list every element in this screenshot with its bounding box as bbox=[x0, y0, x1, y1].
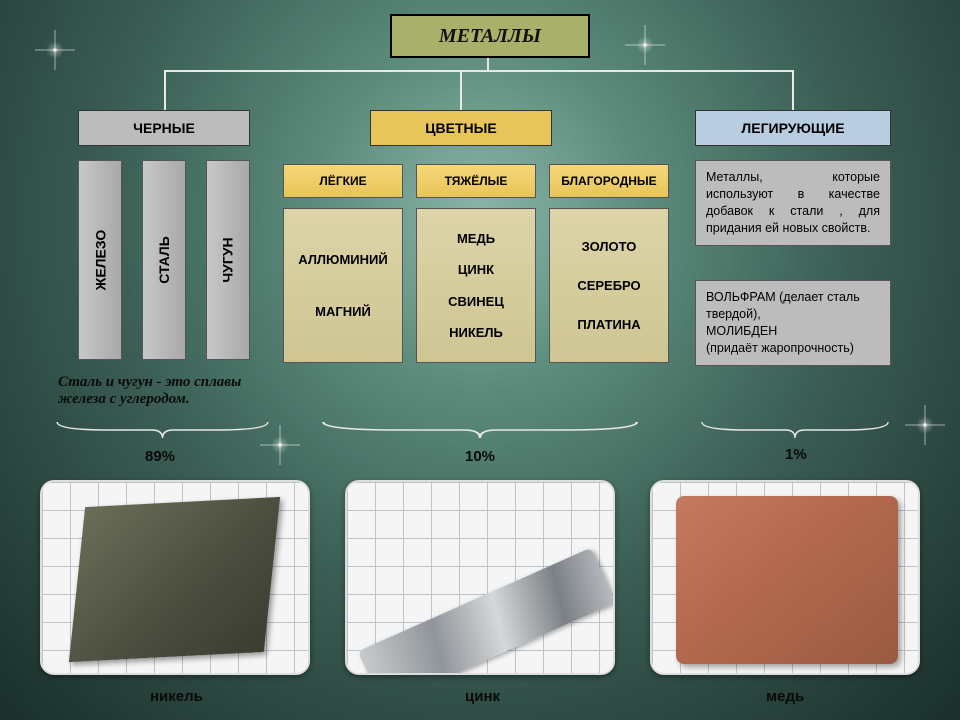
photo-nickel bbox=[40, 480, 310, 675]
root-title: МЕТАЛЛЫ bbox=[390, 14, 590, 58]
caption-nickel: никель bbox=[150, 688, 203, 705]
photo-zinc bbox=[345, 480, 615, 675]
alloy-desc: Металлы, которые используют в качестве д… bbox=[695, 160, 891, 246]
brace-2 bbox=[320, 420, 640, 440]
pct-color: 10% bbox=[465, 448, 495, 465]
black-item-0: ЖЕЛЕЗО bbox=[78, 160, 122, 360]
photo-copper bbox=[650, 480, 920, 675]
subcat-heavy: ТЯЖЁЛЫЕ bbox=[416, 164, 536, 198]
black-note: Сталь и чугун - это сплавы железа с угле… bbox=[58, 374, 288, 408]
black-item-1: СТАЛЬ bbox=[142, 160, 186, 360]
black-item-2: ЧУГУН bbox=[206, 160, 250, 360]
light-list: АЛЛЮМИНИЙ МАГНИЙ bbox=[283, 208, 403, 363]
pct-alloy: 1% bbox=[785, 446, 807, 463]
noble-list: ЗОЛОТО СЕРЕБРО ПЛАТИНА bbox=[549, 208, 669, 363]
pct-black: 89% bbox=[145, 448, 175, 465]
subcat-light: ЛЁГКИЕ bbox=[283, 164, 403, 198]
cat-alloy: ЛЕГИРУЮЩИЕ bbox=[695, 110, 891, 146]
subcat-noble: БЛАГОРОДНЫЕ bbox=[549, 164, 669, 198]
caption-copper: медь bbox=[766, 688, 804, 705]
caption-zinc: цинк bbox=[465, 688, 500, 705]
brace-1 bbox=[55, 420, 270, 440]
heavy-list: МЕДЬ ЦИНК СВИНЕЦ НИКЕЛЬ bbox=[416, 208, 536, 363]
alloy-examples: ВОЛЬФРАМ (делает сталь твердой), МОЛИБДЕ… bbox=[695, 280, 891, 366]
brace-3 bbox=[700, 420, 890, 440]
cat-color: ЦВЕТНЫЕ bbox=[370, 110, 552, 146]
cat-black: ЧЕРНЫЕ bbox=[78, 110, 250, 146]
